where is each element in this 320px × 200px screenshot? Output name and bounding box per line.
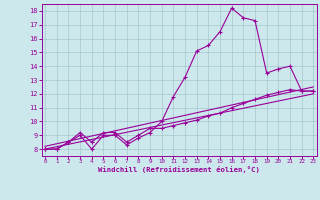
X-axis label: Windchill (Refroidissement éolien,°C): Windchill (Refroidissement éolien,°C) <box>98 166 260 173</box>
